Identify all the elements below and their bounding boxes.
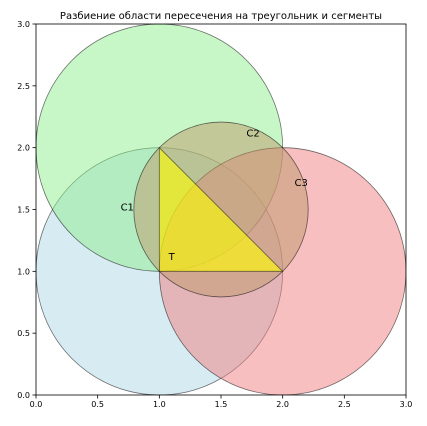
plot-shapes bbox=[36, 24, 406, 395]
triangle-T bbox=[158, 146, 284, 272]
region-label-C3: C3 bbox=[294, 178, 307, 189]
x-tick-label: 1.0 bbox=[153, 400, 166, 409]
x-axis: 0.0 0.5 1.0 1.5 2.0 2.5 3.0 bbox=[30, 395, 413, 409]
y-tick-label: 0.5 bbox=[17, 329, 30, 338]
y-tick-label: 3.0 bbox=[17, 20, 30, 29]
x-tick-label: 1.5 bbox=[215, 400, 228, 409]
chart-title: Разбиение области пересечения на треугол… bbox=[60, 11, 382, 22]
region-label-T: T bbox=[168, 252, 176, 263]
x-tick-label: 0.5 bbox=[91, 400, 104, 409]
y-tick-label: 0.0 bbox=[17, 391, 30, 400]
x-tick-label: 2.5 bbox=[338, 400, 351, 409]
y-axis: 0.0 0.5 1.0 1.5 2.0 2.5 3.0 bbox=[17, 20, 36, 400]
x-tick-label: 3.0 bbox=[400, 400, 413, 409]
y-tick-label: 2.0 bbox=[17, 144, 30, 153]
y-tick-label: 1.0 bbox=[17, 267, 30, 276]
y-tick-label: 1.5 bbox=[17, 206, 30, 215]
region-labels: T C1 C2 C3 bbox=[121, 128, 308, 263]
y-tick-label: 2.5 bbox=[17, 82, 30, 91]
x-tick-label: 2.0 bbox=[276, 400, 289, 409]
region-label-C2: C2 bbox=[246, 128, 259, 139]
region-label-C1: C1 bbox=[121, 203, 134, 214]
x-tick-label: 0.0 bbox=[30, 400, 43, 409]
